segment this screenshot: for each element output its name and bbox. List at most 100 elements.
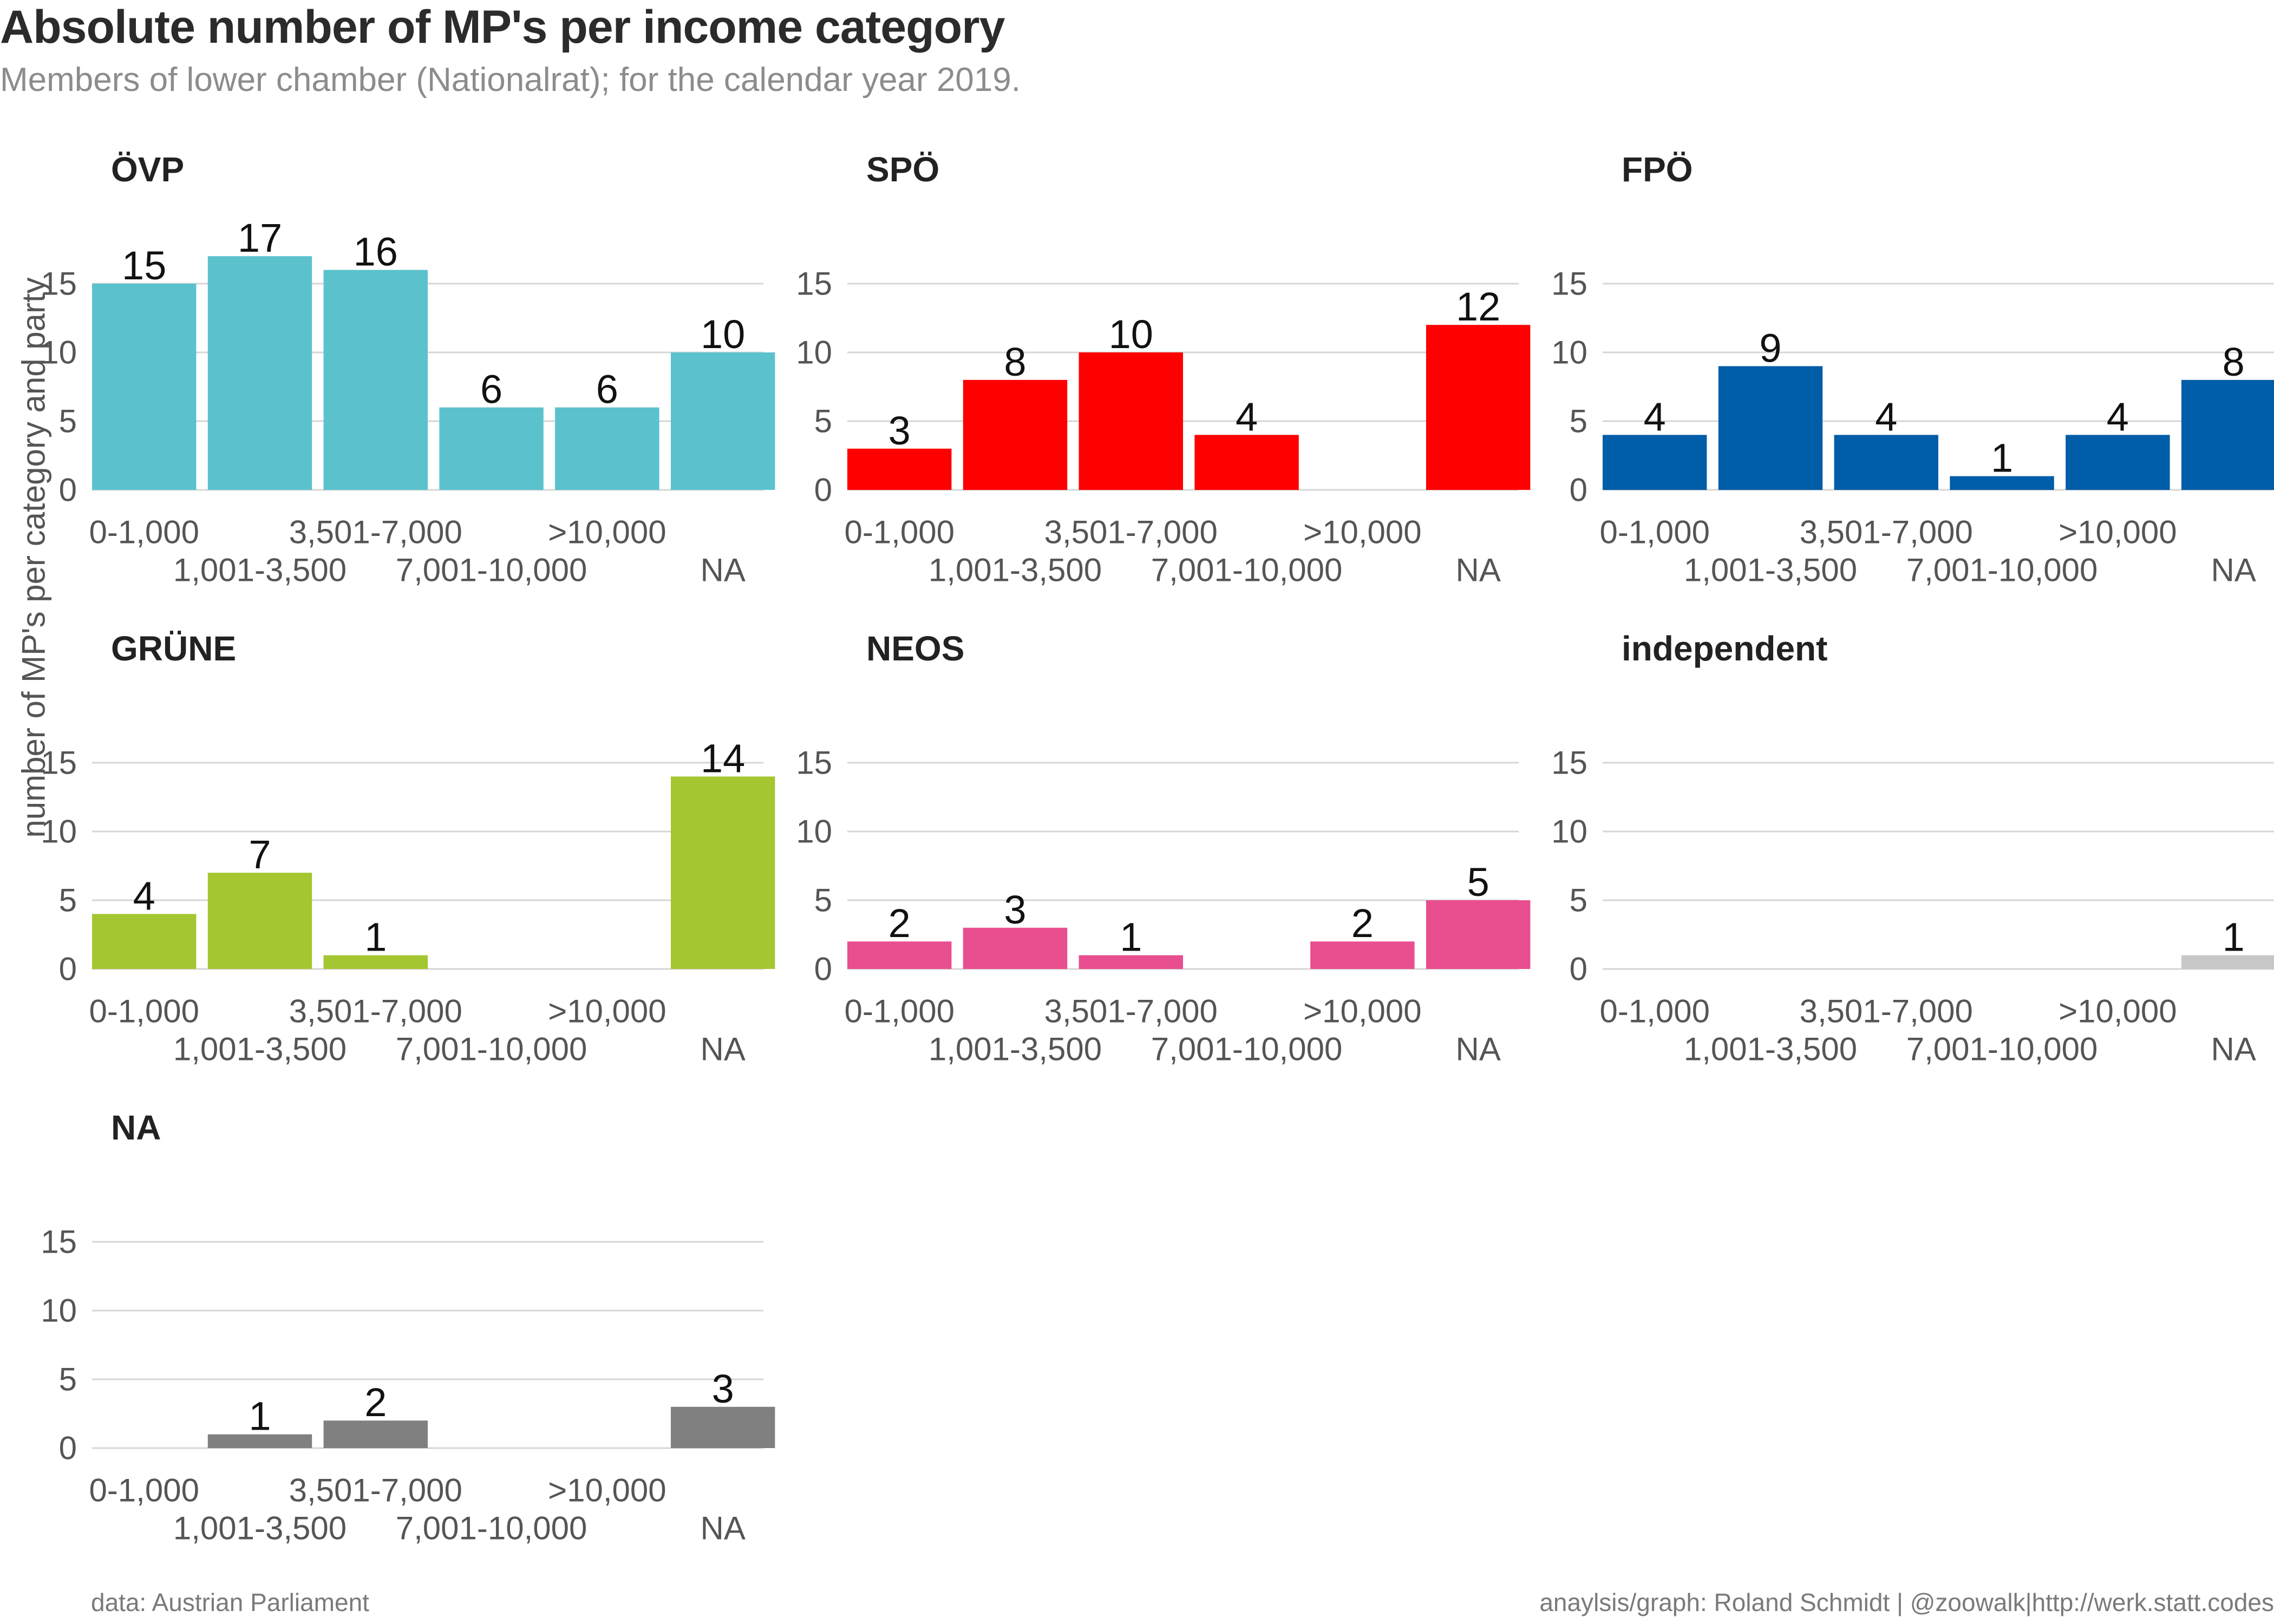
panel-na-x-tick-label: 1,001-3,500 bbox=[173, 1510, 347, 1547]
panel-na-y-tick-label: 5 bbox=[59, 1361, 77, 1398]
panel-gruene-x-tick-label: 3,501-7,000 bbox=[289, 993, 462, 1030]
panel-gruene-x-tick-label: 7,001-10,000 bbox=[396, 1031, 587, 1068]
panel-spoe-title: SPÖ bbox=[866, 150, 939, 189]
panel-oevp-y-tick-label: 5 bbox=[59, 403, 77, 440]
panel-oevp-x-tick-label: NA bbox=[700, 552, 745, 588]
panel-oevp-y-tick-label: 15 bbox=[41, 266, 77, 302]
panel-spoe-x-tick-label: 0-1,000 bbox=[844, 514, 955, 551]
panel-gruene-bar-0-1-000 bbox=[92, 914, 197, 969]
panel-neos-x-tick-label: 1,001-3,500 bbox=[929, 1031, 1102, 1068]
panel-na-y-tick-label: 10 bbox=[41, 1293, 77, 1329]
panel-fpoe-value-label: 4 bbox=[1644, 394, 1666, 439]
panel-fpoe-bar-na bbox=[2181, 379, 2274, 490]
panel-fpoe-x-tick-label: NA bbox=[2211, 552, 2256, 588]
panel-fpoe-value-label: 1 bbox=[1991, 436, 2013, 481]
panel-na-title: NA bbox=[111, 1108, 161, 1147]
panel-fpoe-y-tick-label: 0 bbox=[1570, 472, 1587, 508]
panel-spoe-x-tick-label: 3,501-7,000 bbox=[1044, 514, 1218, 551]
panel-independent-y-tick-label: 15 bbox=[1551, 745, 1587, 781]
panel-na-x-tick-label: >10,000 bbox=[548, 1472, 666, 1509]
y-axis-title: number of MP's per category and party bbox=[16, 277, 52, 837]
panel-oevp-value-label: 15 bbox=[122, 243, 166, 288]
panel-na-bar-1-001-3-500 bbox=[207, 1434, 312, 1448]
panel-neos-bar-0-1-000 bbox=[847, 941, 952, 969]
panel-fpoe-x-tick-label: 1,001-3,500 bbox=[1684, 552, 1857, 588]
panel-oevp-y-tick-label: 10 bbox=[41, 335, 77, 371]
panel-spoe-y-tick-label: 15 bbox=[796, 266, 832, 302]
panel-oevp-bar-1-001-3-500 bbox=[207, 256, 312, 490]
panel-gruene-bar-na bbox=[670, 776, 775, 969]
panel-fpoe-bar-10-000 bbox=[2066, 435, 2170, 490]
panel-oevp-value-label: 17 bbox=[238, 215, 282, 260]
panel-independent-y-tick-label: 10 bbox=[1551, 814, 1587, 850]
panel-na-bar-na bbox=[670, 1406, 775, 1448]
panel-oevp-bar-na bbox=[670, 352, 775, 490]
panel-spoe-bar-0-1-000 bbox=[847, 448, 952, 490]
panel-spoe-x-tick-label: 7,001-10,000 bbox=[1151, 552, 1343, 588]
panel-neos-value-label: 2 bbox=[1351, 901, 1374, 946]
panel-fpoe-bar-3-501-7-000 bbox=[1834, 435, 1938, 490]
panel-oevp-x-tick-label: 1,001-3,500 bbox=[173, 552, 347, 588]
panel-oevp-x-tick-label: 7,001-10,000 bbox=[396, 552, 587, 588]
panel-spoe-x-tick-label: >10,000 bbox=[1303, 514, 1422, 551]
panel-na-x-tick-label: 3,501-7,000 bbox=[289, 1472, 462, 1509]
panel-independent-title: independent bbox=[1622, 629, 1827, 668]
panel-neos-value-label: 1 bbox=[1120, 915, 1142, 960]
panel-spoe-x-tick-label: 1,001-3,500 bbox=[929, 552, 1102, 588]
panel-na-value-label: 2 bbox=[364, 1380, 387, 1425]
panel-spoe-bar-1-001-3-500 bbox=[963, 379, 1068, 490]
panel-fpoe-bar-0-1-000 bbox=[1603, 435, 1707, 490]
panel-oevp-value-label: 10 bbox=[701, 312, 745, 357]
panel-spoe-value-label: 12 bbox=[1456, 284, 1500, 329]
panel-oevp-title: ÖVP bbox=[111, 150, 184, 189]
panel-neos-x-tick-label: 0-1,000 bbox=[844, 993, 955, 1030]
panel-oevp-y-tick-label: 0 bbox=[59, 472, 77, 508]
panel-oevp-x-tick-label: >10,000 bbox=[548, 514, 666, 551]
panel-spoe-x-tick-label: NA bbox=[1455, 552, 1500, 588]
panel-fpoe-value-label: 8 bbox=[2223, 339, 2245, 384]
panel-neos-y-tick-label: 5 bbox=[814, 882, 832, 919]
panel-gruene-x-tick-label: 0-1,000 bbox=[89, 993, 199, 1030]
panel-gruene-bar-1-001-3-500 bbox=[207, 873, 312, 969]
panel-independent-x-tick-label: 3,501-7,000 bbox=[1800, 993, 1973, 1030]
panel-neos-y-tick-label: 15 bbox=[796, 745, 832, 781]
panel-neos-value-label: 2 bbox=[888, 901, 911, 946]
panel-independent-y-tick-label: 5 bbox=[1570, 882, 1587, 919]
panel-gruene-x-tick-label: NA bbox=[700, 1031, 745, 1068]
panel-gruene-y-tick-label: 15 bbox=[41, 745, 77, 781]
panel-oevp-bar-0-1-000 bbox=[92, 284, 197, 490]
panel-na-y-tick-label: 15 bbox=[41, 1224, 77, 1260]
panel-gruene-value-label: 4 bbox=[133, 873, 155, 918]
panel-gruene-y-tick-label: 10 bbox=[41, 814, 77, 850]
panel-neos-value-label: 3 bbox=[1004, 887, 1026, 932]
panel-fpoe-value-label: 9 bbox=[1759, 325, 1781, 370]
panel-fpoe-bar-1-001-3-500 bbox=[1718, 366, 1823, 490]
panel-na-bar-3-501-7-000 bbox=[323, 1420, 428, 1448]
panel-na-x-tick-label: 0-1,000 bbox=[89, 1472, 199, 1509]
panel-fpoe-x-tick-label: >10,000 bbox=[2059, 514, 2177, 551]
panel-gruene-x-tick-label: 1,001-3,500 bbox=[173, 1031, 347, 1068]
panel-oevp-value-label: 16 bbox=[354, 230, 398, 274]
panel-neos-x-tick-label: 7,001-10,000 bbox=[1151, 1031, 1343, 1068]
panel-gruene-value-label: 1 bbox=[364, 915, 387, 960]
panel-gruene-bar-3-501-7-000 bbox=[323, 955, 428, 969]
panel-independent-x-tick-label: >10,000 bbox=[2059, 993, 2177, 1030]
panel-neos-x-tick-label: 3,501-7,000 bbox=[1044, 993, 1218, 1030]
chart-title: Absolute number of MP's per income categ… bbox=[0, 1, 1005, 53]
panel-fpoe-y-tick-label: 10 bbox=[1551, 335, 1587, 371]
panel-fpoe-x-tick-label: 0-1,000 bbox=[1599, 514, 1710, 551]
panel-gruene-value-label: 14 bbox=[701, 736, 745, 781]
panel-spoe-bar-3-501-7-000 bbox=[1079, 352, 1183, 490]
author-caption: anaylsis/graph: Roland Schmidt | @zoowal… bbox=[1539, 1588, 2274, 1616]
panel-fpoe-bar-7-001-10-000 bbox=[1950, 476, 2054, 490]
panel-oevp-value-label: 6 bbox=[480, 367, 502, 412]
panel-neos-bar-10-000 bbox=[1310, 941, 1415, 969]
panel-independent-x-tick-label: NA bbox=[2211, 1031, 2256, 1068]
panel-neos-bar-1-001-3-500 bbox=[963, 927, 1068, 969]
panel-neos-x-tick-label: >10,000 bbox=[1303, 993, 1422, 1030]
panel-gruene-title: GRÜNE bbox=[111, 629, 236, 668]
panel-independent-x-tick-label: 1,001-3,500 bbox=[1684, 1031, 1857, 1068]
panel-oevp-value-label: 6 bbox=[596, 367, 618, 412]
panel-fpoe-y-tick-label: 5 bbox=[1570, 403, 1587, 440]
